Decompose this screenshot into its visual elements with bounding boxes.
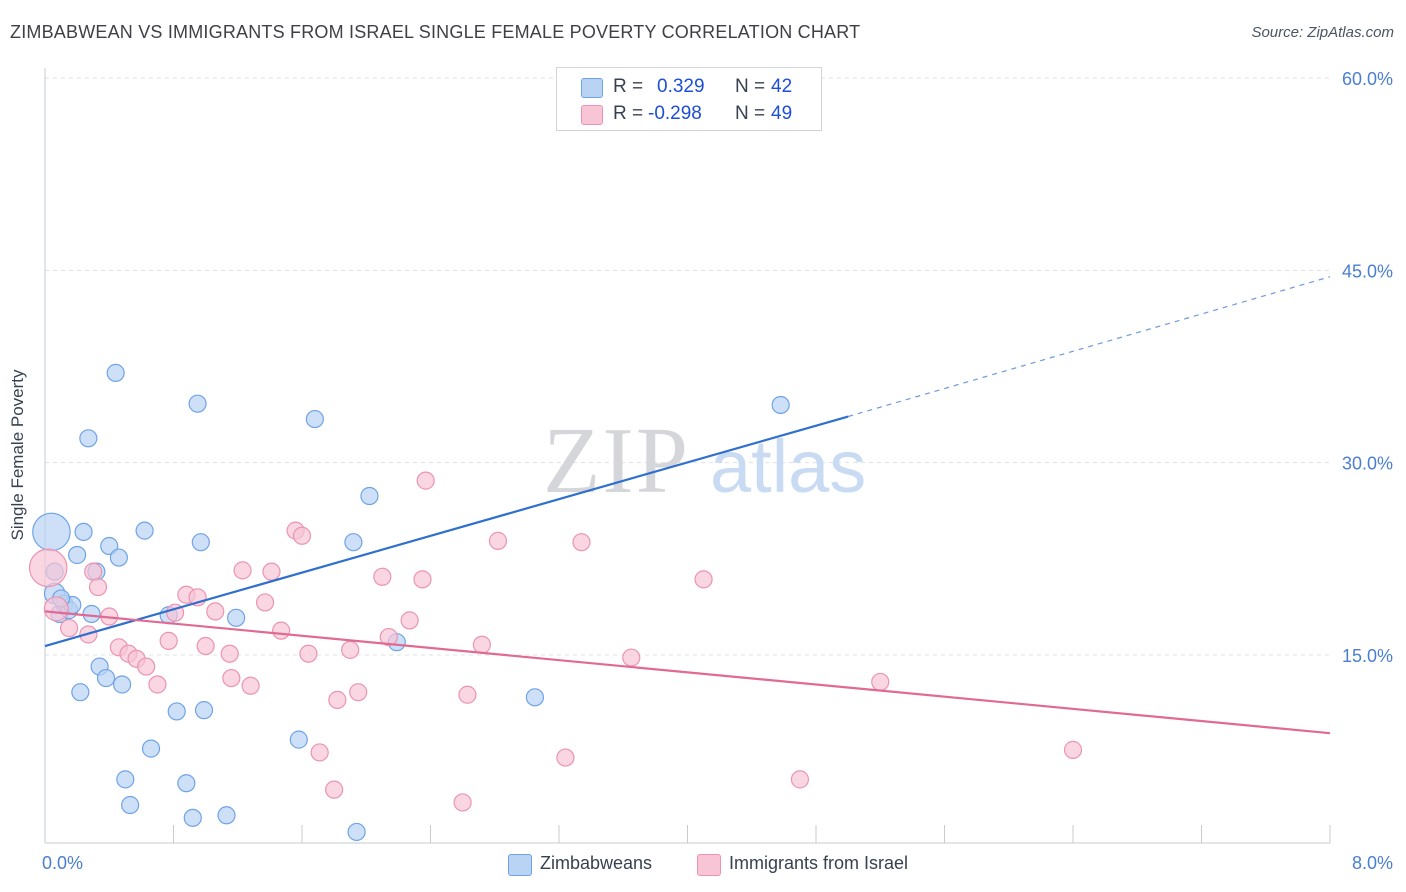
bottom-legend-swatch-pink: [697, 854, 721, 876]
point-israel: [137, 657, 156, 676]
point-zimbabweans: [112, 675, 132, 694]
legend-r-value: 0.329: [657, 76, 705, 97]
legend-n-value: 49: [771, 103, 793, 124]
point-zimbabweans: [183, 808, 202, 827]
point-israel: [206, 602, 225, 621]
point-israel: [622, 648, 641, 667]
point-israel: [310, 743, 329, 762]
point-zimbabweans: [74, 522, 93, 542]
legend-r-label: R =: [613, 103, 644, 124]
point-israel: [59, 618, 79, 638]
point-israel: [196, 636, 215, 656]
point-zimbabweans: [217, 806, 236, 825]
legend-r-value: -0.298: [648, 103, 702, 124]
y-tick-label: 15.0%: [1342, 646, 1393, 666]
point-zimbabweans: [71, 683, 90, 702]
point-zimbabweans: [177, 774, 196, 793]
point-israel: [341, 640, 360, 659]
legend-swatch-blue: [581, 78, 603, 98]
trendline-israel: [44, 610, 1331, 735]
point-israel: [28, 548, 68, 588]
point-israel: [373, 567, 392, 586]
chart-title: ZIMBABWEAN VS IMMIGRANTS FROM ISRAEL SIN…: [10, 22, 861, 42]
bottom-legend-label: Immigrants from Israel: [729, 853, 909, 873]
point-israel: [488, 531, 508, 550]
point-zimbabweans: [344, 533, 363, 552]
point-israel: [220, 644, 239, 663]
point-israel: [400, 611, 419, 630]
watermark-atlas: atlas: [710, 425, 866, 508]
y-tick-label: 30.0%: [1342, 454, 1393, 474]
point-zimbabweans: [167, 702, 186, 721]
bottom-legend-label: Zimbabweans: [540, 853, 653, 873]
point-israel: [328, 690, 347, 709]
point-zimbabweans: [68, 545, 87, 565]
point-israel: [453, 793, 472, 812]
point-israel: [262, 562, 281, 581]
point-israel: [572, 533, 591, 552]
point-israel: [255, 593, 275, 612]
point-israel: [148, 675, 167, 694]
point-israel: [159, 631, 178, 650]
y-tick-label: 45.0%: [1342, 261, 1393, 281]
point-zimbabweans: [188, 394, 207, 413]
point-zimbabweans: [191, 533, 210, 552]
x-tick-label-min: 0.0%: [42, 853, 83, 873]
chart-source: Source: ZipAtlas.com: [1251, 24, 1394, 41]
point-zimbabweans: [289, 730, 308, 749]
point-zimbabweans: [141, 739, 161, 758]
point-israel: [292, 526, 312, 545]
point-israel: [299, 644, 318, 663]
bottom-legend-swatch-blue: [508, 854, 532, 876]
point-israel: [790, 770, 810, 789]
point-zimbabweans: [771, 395, 790, 415]
trendline-zimbabweans: [44, 415, 849, 648]
point-zimbabweans: [96, 668, 116, 688]
point-zimbabweans: [525, 688, 545, 707]
point-zimbabweans: [121, 795, 140, 815]
point-zimbabweans: [305, 409, 324, 429]
legend-n-label: N =: [735, 103, 766, 124]
point-israel: [349, 683, 368, 702]
point-israel: [694, 570, 713, 589]
y-tick-label: 60.0%: [1342, 69, 1393, 89]
point-zimbabweans: [227, 608, 246, 627]
point-zimbabweans: [347, 822, 366, 842]
point-israel: [458, 685, 477, 704]
legend-r-label: R =: [613, 76, 644, 97]
y-axis-title: Single Female Poverty: [8, 369, 27, 541]
legend-swatch-pink: [581, 105, 603, 125]
point-israel: [43, 596, 69, 622]
point-israel: [472, 635, 491, 654]
point-israel: [241, 676, 260, 695]
point-israel: [88, 577, 108, 597]
point-zimbabweans: [106, 363, 125, 383]
point-israel: [233, 561, 252, 580]
correlation-legend: R = 0.329 N = 42 R = -0.298 N = 49: [556, 67, 822, 131]
point-israel: [379, 627, 398, 647]
point-israel: [272, 621, 291, 640]
point-israel: [84, 562, 103, 581]
point-israel: [871, 672, 890, 692]
point-zimbabweans: [79, 429, 98, 448]
point-israel: [413, 570, 432, 589]
point-zimbabweans: [360, 486, 379, 506]
legend-n-value: 42: [771, 76, 793, 97]
point-zimbabweans: [194, 701, 214, 720]
point-israel: [556, 748, 575, 767]
trendline-extension-zimbabweans: [847, 276, 1331, 418]
point-zimbabweans: [109, 548, 128, 567]
legend-n-label: N =: [735, 76, 766, 97]
x-tick-label-max: 8.0%: [1352, 853, 1393, 873]
point-zimbabweans: [116, 770, 135, 789]
point-zimbabweans: [82, 604, 101, 624]
point-israel: [416, 471, 435, 490]
point-israel: [222, 668, 241, 688]
point-israel: [325, 780, 344, 799]
point-zimbabweans: [135, 521, 154, 540]
point-israel: [1063, 740, 1083, 759]
point-zimbabweans: [32, 512, 71, 552]
